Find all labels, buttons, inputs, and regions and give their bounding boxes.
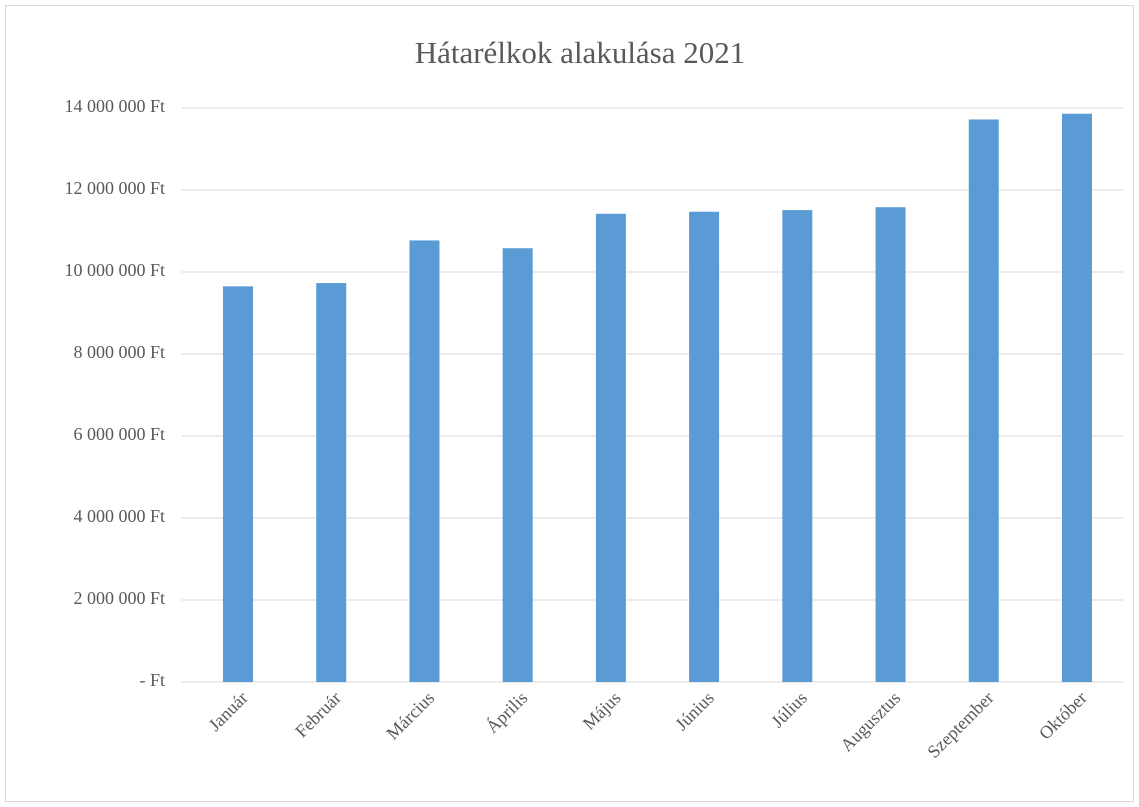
y-tick-label: - Ft <box>139 670 165 690</box>
bar <box>689 211 720 683</box>
y-tick-label: 14 000 000 Ft <box>64 96 165 116</box>
bar <box>502 248 533 682</box>
bar <box>223 286 254 682</box>
y-tick-label: 10 000 000 Ft <box>64 260 165 280</box>
chart-title: Hátarélkok alakulása 2021 <box>415 35 746 70</box>
y-tick-label: 12 000 000 Ft <box>64 178 165 198</box>
y-tick-label: 2 000 000 Ft <box>73 588 165 608</box>
y-tick-label: 6 000 000 Ft <box>73 424 165 444</box>
y-tick-label: 4 000 000 Ft <box>73 506 165 526</box>
y-tick-label: 8 000 000 Ft <box>73 342 165 362</box>
bar <box>409 240 440 682</box>
bar <box>968 119 999 683</box>
bar <box>1061 113 1092 683</box>
chart-frame <box>5 5 1134 802</box>
bar <box>782 210 813 682</box>
bar <box>595 213 626 682</box>
bar <box>875 207 906 682</box>
bar <box>316 283 347 682</box>
